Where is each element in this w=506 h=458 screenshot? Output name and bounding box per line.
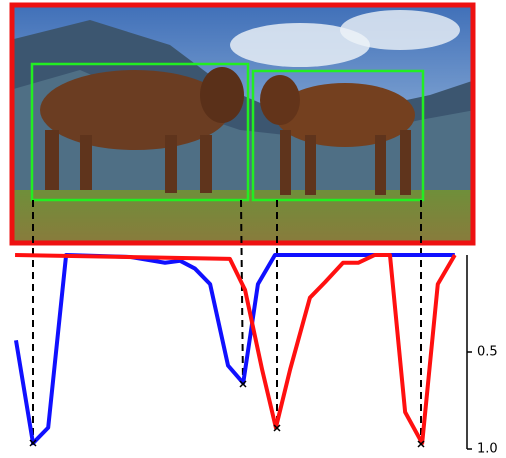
box xyxy=(30,62,250,202)
image-border xyxy=(9,2,476,246)
photo xyxy=(10,3,475,245)
box xyxy=(251,69,425,202)
y-tick-label: 1.0 xyxy=(477,442,498,457)
marker xyxy=(417,440,425,448)
marker xyxy=(239,380,247,388)
line-series xyxy=(14,253,455,446)
line-series xyxy=(15,253,457,446)
y-tick-label: 0.5 xyxy=(477,345,498,360)
marker xyxy=(29,439,37,447)
marker xyxy=(273,424,281,432)
connectors xyxy=(32,199,422,443)
